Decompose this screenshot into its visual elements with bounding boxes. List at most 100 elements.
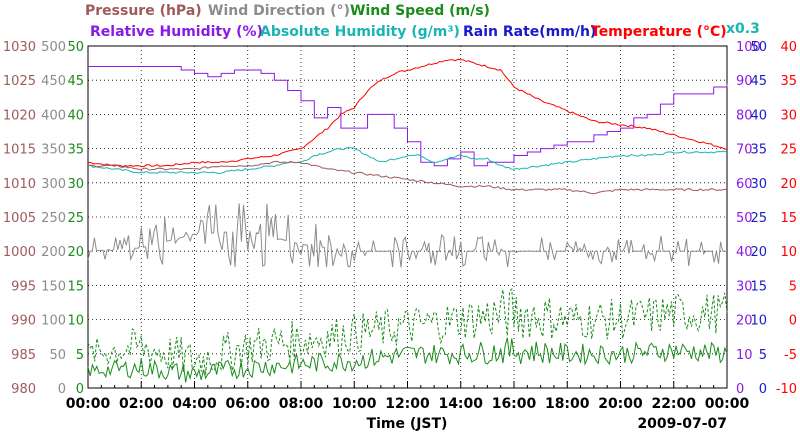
relative-humidity-tick-label: 90 — [736, 74, 753, 89]
pressure-tick-label: 1030 — [3, 40, 36, 55]
y-axes: 9809859909951000100510101015102010251030… — [3, 40, 797, 397]
temperature-tick-label: 35 — [780, 74, 797, 89]
temperature-tick-label: 40 — [780, 40, 797, 55]
x-axis-title: Time (JST) — [367, 416, 448, 432]
pressure-tick-label: 1020 — [3, 108, 36, 123]
pressure-tick-label: 1015 — [3, 143, 36, 158]
wind-speed-tick-label: 20 — [67, 245, 84, 260]
series-group — [87, 58, 728, 383]
relative-humidity-tick-label: 100 — [736, 40, 761, 55]
rain-rate-tick-label: 35 — [750, 143, 767, 158]
wind-speed-tick-label: 35 — [67, 143, 84, 158]
wind-direction-tick-label: 450 — [41, 74, 66, 89]
x-tick-label: 00:00 — [66, 396, 111, 412]
rain-rate-tick-label: 20 — [750, 245, 767, 260]
relative-humidity-tick-label: 30 — [736, 279, 753, 294]
wind-direction-tick-label: 50 — [49, 348, 66, 363]
pressure-tick-label: 980 — [11, 382, 36, 397]
series-wind-speed — [87, 337, 728, 383]
wind-direction-tick-label: 250 — [41, 211, 66, 226]
legend-rain-rate-mm-h: Rain Rate(mm/h) — [463, 24, 596, 40]
wind-speed-tick-label: 10 — [67, 314, 84, 329]
temperature-tick-label: 0 — [789, 314, 797, 329]
x-tick-label: 18:00 — [545, 396, 590, 412]
plot-area — [87, 45, 728, 389]
legend-relative-humidity: Relative Humidity (%) — [90, 24, 263, 40]
rain-rate-tick-label: 30 — [750, 177, 767, 192]
wind-speed-tick-label: 45 — [67, 74, 84, 89]
legend: Pressure (hPa) Wind Direction (°) Wind Spe… — [85, 3, 760, 40]
plot-border — [87, 45, 728, 389]
wind-direction-tick-label: 300 — [41, 177, 66, 192]
wind-direction-tick-label: 100 — [41, 314, 66, 329]
x-tick-label: 14:00 — [438, 396, 483, 412]
legend-pressure-hpa: Pressure (hPa) — [85, 3, 202, 19]
relative-humidity-tick-label: 80 — [736, 108, 753, 123]
pressure-tick-label: 985 — [11, 348, 36, 363]
x-tick-label: 08:00 — [279, 396, 324, 412]
wind-direction-tick-label: 0 — [58, 382, 66, 397]
series-pressure — [87, 160, 728, 195]
temperature-tick-label: 20 — [780, 177, 797, 192]
relative-humidity-tick-label: 10 — [736, 348, 753, 363]
wind-direction-tick-label: 200 — [41, 245, 66, 260]
relative-humidity-tick-label: 70 — [736, 143, 753, 158]
rain-rate-tick-label: 10 — [750, 314, 767, 329]
relative-humidity-tick-label: 50 — [736, 211, 753, 226]
rain-rate-tick-label: 40 — [750, 108, 767, 123]
temperature-tick-label: 5 — [789, 279, 797, 294]
rain-rate-multiplier-label: x0.3 — [726, 21, 760, 37]
temperature-tick-label: 25 — [780, 143, 797, 158]
relative-humidity-tick-label: 40 — [736, 245, 753, 260]
wind-speed-tick-label: 50 — [67, 40, 84, 55]
relative-humidity-tick-label: 0 — [736, 382, 744, 397]
series-wind-direction — [87, 203, 727, 268]
pressure-tick-label: 1025 — [3, 74, 36, 89]
rain-rate-tick-label: 5 — [759, 348, 767, 363]
x-tick-label: 10:00 — [332, 396, 377, 412]
wind-speed-tick-label: 5 — [76, 348, 84, 363]
x-tick-label: 22:00 — [651, 396, 696, 412]
wind-speed-tick-label: 0 — [76, 382, 84, 397]
wind-direction-tick-label: 350 — [41, 143, 66, 158]
wind-direction-tick-label: 400 — [41, 108, 66, 123]
grid — [87, 46, 728, 388]
series-relative-humidity — [88, 66, 728, 167]
relative-humidity-tick-label: 20 — [736, 314, 753, 329]
pressure-tick-label: 990 — [11, 314, 36, 329]
wind-speed-tick-label: 30 — [67, 177, 84, 192]
temperature-tick-label: -5 — [784, 348, 797, 363]
rain-rate-tick-label: 45 — [750, 74, 767, 89]
pressure-tick-label: 1000 — [3, 245, 36, 260]
wind-speed-tick-label: 40 — [67, 108, 84, 123]
x-tick-label: 12:00 — [385, 396, 430, 412]
rain-rate-tick-label: 50 — [750, 40, 767, 55]
legend-wind-direction: Wind Direction (°) — [208, 3, 350, 19]
x-tick-label: 20:00 — [598, 396, 643, 412]
wind-speed-tick-label: 25 — [67, 211, 84, 226]
x-tick-label: 02:00 — [119, 396, 164, 412]
x-axis: 00:00 02:00 04:00 06:00 08:00 10:00 12:00 14:00… — [66, 396, 750, 432]
relative-humidity-tick-label: 60 — [736, 177, 753, 192]
series-temperature — [87, 58, 728, 168]
x-tick-label: 00:00 — [705, 396, 750, 412]
legend-wind-speed-m-s: Wind Speed (m/s) — [350, 3, 490, 19]
temperature-tick-label: 15 — [780, 211, 797, 226]
legend-absolute-humidity-g-m: Absolute Humidity (g/m³) — [260, 24, 460, 40]
pressure-tick-label: 995 — [11, 279, 36, 294]
rain-rate-tick-label: 0 — [759, 382, 767, 397]
x-tick-label: 16:00 — [492, 396, 537, 412]
pressure-tick-label: 1010 — [3, 177, 36, 192]
temperature-tick-label: 30 — [780, 108, 797, 123]
temperature-tick-label: 10 — [780, 245, 797, 260]
wind-direction-tick-label: 500 — [41, 40, 66, 55]
series-absolute-humidity — [87, 147, 728, 174]
rain-rate-tick-label: 15 — [750, 279, 767, 294]
legend-temperature-c: Temperature (°C) — [591, 24, 727, 40]
x-tick-label: 04:00 — [172, 396, 217, 412]
wind-direction-tick-label: 150 — [41, 279, 66, 294]
wind-speed-tick-label: 15 — [67, 279, 84, 294]
date-label: 2009-07-07 — [637, 416, 727, 432]
pressure-tick-label: 1005 — [3, 211, 36, 226]
